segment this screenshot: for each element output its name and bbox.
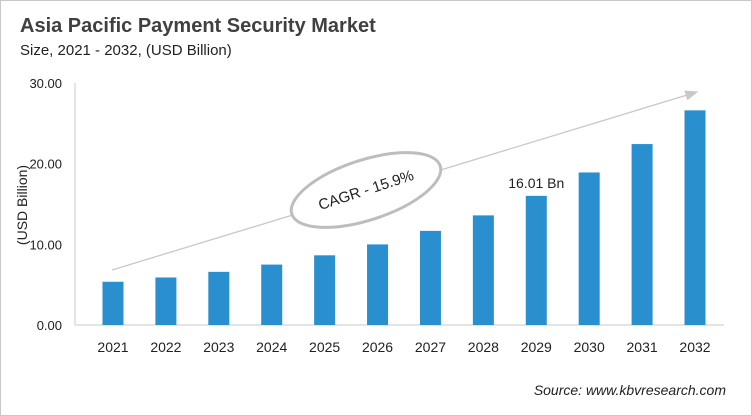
bar-2023: [208, 271, 230, 325]
bar-2025: [314, 255, 336, 325]
source-note: Source: www.kbvresearch.com: [533, 382, 726, 398]
bar-2027: [419, 230, 441, 325]
bar-2022: [155, 277, 177, 325]
x-tick-label: 2030: [574, 339, 605, 355]
x-tick-label: 2025: [309, 339, 340, 355]
x-tick-label: 2027: [415, 339, 446, 355]
y-axis-label: (USD Billion): [14, 165, 30, 245]
bar-2029: [525, 195, 547, 325]
y-tick-label: 30.00: [29, 76, 62, 91]
x-tick-label: 2022: [150, 339, 181, 355]
chart-title: Asia Pacific Payment Security Market: [20, 15, 376, 37]
bar-2032: [684, 110, 706, 325]
bar-2028: [472, 215, 494, 325]
bar-2030: [578, 172, 600, 325]
y-tick-label: 20.00: [29, 157, 62, 172]
bar-2024: [261, 264, 283, 325]
y-tick-label: 10.00: [29, 237, 62, 252]
x-tick-label: 2026: [362, 339, 393, 355]
bar-2021: [102, 281, 124, 325]
cagr-callout: CAGR - 15.9%: [289, 151, 443, 229]
x-tick-label: 2031: [627, 339, 658, 355]
x-tick-label: 2021: [97, 339, 128, 355]
bar-2031: [631, 144, 653, 325]
x-tick-label: 2032: [679, 339, 710, 355]
x-tick-label: 2029: [521, 339, 552, 355]
chart-subtitle: Size, 2021 - 2032, (USD Billion): [20, 42, 232, 59]
bar-2026: [367, 244, 389, 325]
cagr-ellipse: [289, 151, 443, 229]
x-tick-label: 2023: [203, 339, 234, 355]
data-label: 16.01 Bn: [508, 175, 564, 191]
x-tick-label: 2028: [468, 339, 499, 355]
y-tick-label: 0.00: [37, 318, 62, 333]
x-tick-label: 2024: [256, 339, 287, 355]
